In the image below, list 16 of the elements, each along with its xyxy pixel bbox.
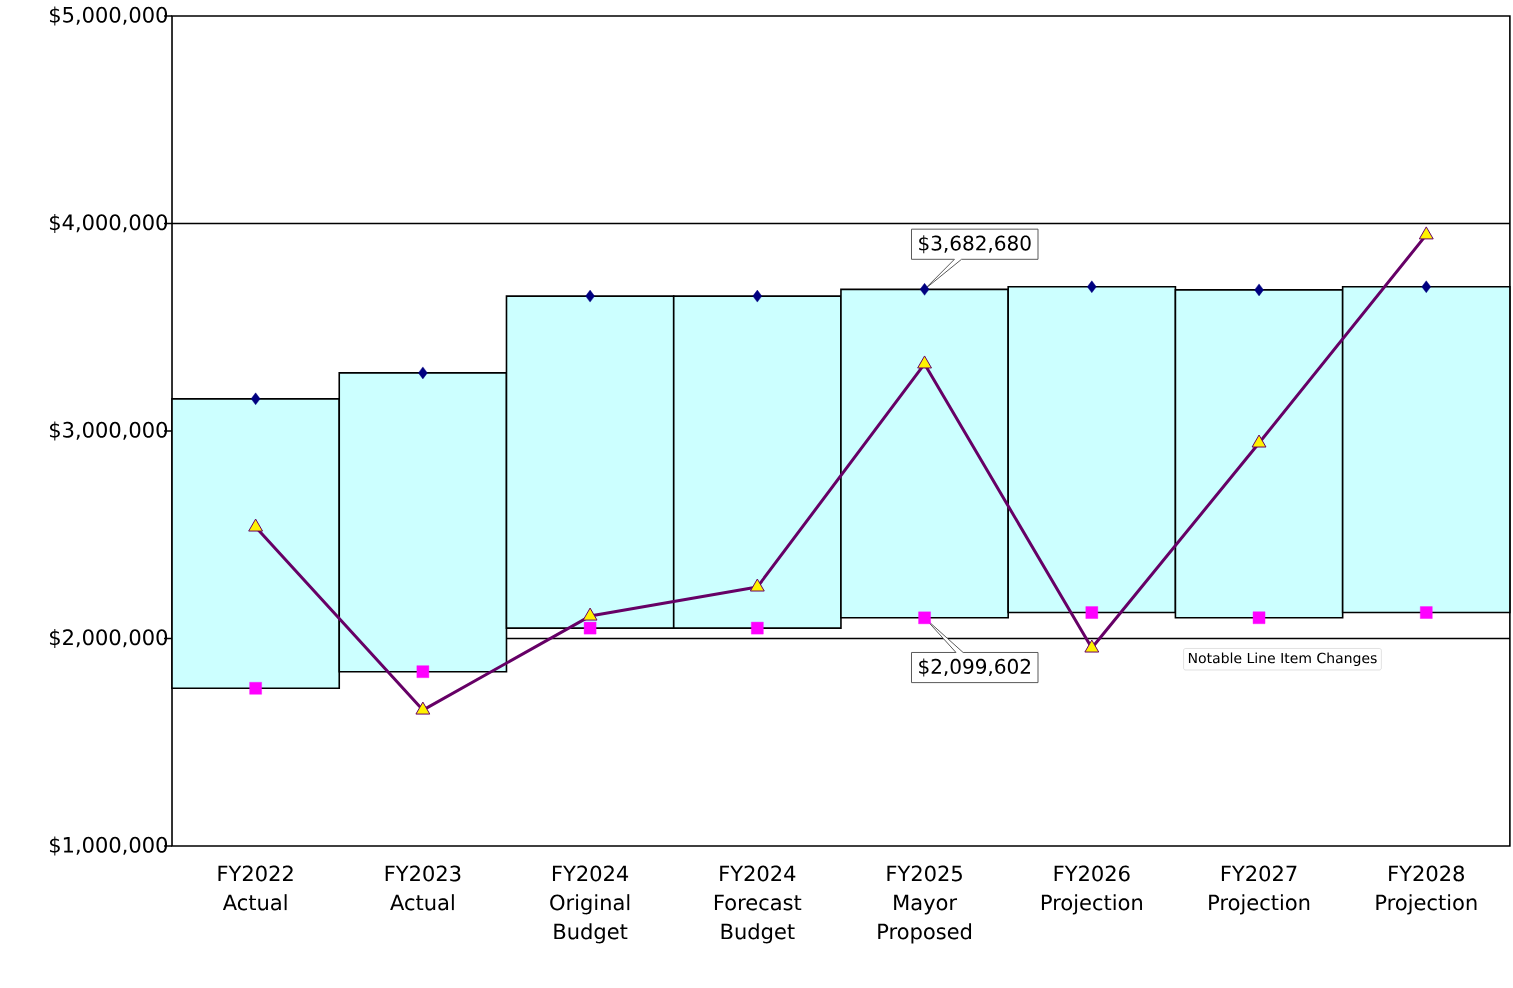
y-tick-label: $2,000,000 xyxy=(49,628,168,649)
annotation: $2,099,602 xyxy=(919,658,1030,677)
annotation: Notable Line Item Changes xyxy=(1188,652,1377,667)
y-tick-label: $3,000,000 xyxy=(49,421,168,441)
x-tick-label: FY2028 Projection xyxy=(1376,865,1477,915)
y-tick-label: $4,000,000 xyxy=(49,213,168,234)
x-tick-label: FY2023 Actual xyxy=(385,865,461,911)
x-tick-label: FY2022 Actual xyxy=(218,865,293,911)
x-tick-label: FY2027 Projection xyxy=(1209,865,1310,915)
x-tick-label: FY2025 Mayor Proposed xyxy=(878,865,972,944)
y-tick-label: $5,000,000 xyxy=(49,6,168,26)
y-tick-label: $1,000,000 xyxy=(49,836,168,856)
x-tick-label: FY2024 Forecast Budget xyxy=(714,865,802,944)
x-tick-label: FY2026 Projection xyxy=(1041,865,1142,915)
x-tick-label: FY2024 Original Budget xyxy=(550,865,630,944)
annotation: $3,682,680 xyxy=(919,235,1031,254)
